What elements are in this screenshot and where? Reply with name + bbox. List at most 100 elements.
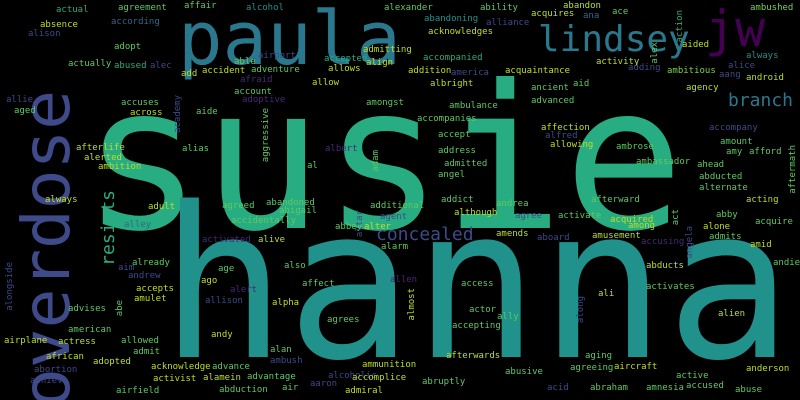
word-adult: adult	[148, 202, 176, 212]
word-alias: alias	[182, 144, 210, 154]
word-allow: allow	[312, 78, 340, 88]
word-ace: ace	[612, 7, 629, 17]
word-alice: alice	[728, 61, 756, 71]
word-ally: ally	[497, 312, 519, 322]
word-activates: activates	[646, 282, 695, 292]
word-almost: almost	[407, 288, 417, 321]
word-adam: adam	[371, 150, 381, 172]
word-aide: aide	[196, 107, 218, 117]
word-abducts: abducts	[646, 261, 684, 271]
word-academy: academy	[173, 95, 183, 133]
word-across: across	[130, 108, 163, 118]
word-amount: amount	[720, 137, 753, 147]
word-affect: affect	[302, 279, 335, 289]
word-ana: ana	[583, 11, 600, 21]
word-android: android	[746, 73, 784, 83]
word-alarm: alarm	[381, 242, 409, 252]
word-abandoning: abandoning	[424, 14, 479, 24]
word-albright: albright	[430, 79, 474, 89]
word-african: african	[46, 352, 84, 362]
word-aged: aged	[14, 106, 36, 116]
word-acquired: acquired	[610, 215, 654, 225]
word-paula: paula	[178, 0, 401, 82]
word-abby: abby	[716, 210, 738, 220]
word-ammunition: ammunition	[362, 360, 417, 370]
word-abigail: abigail	[279, 206, 317, 216]
word-ambitious: ambitious	[667, 66, 716, 76]
word-actual: actual	[56, 5, 89, 15]
word-ambassador: ambassador	[636, 157, 691, 167]
word-alliance: alliance	[486, 18, 530, 28]
word-actress: actress	[58, 337, 96, 347]
word-amulet: amulet	[134, 294, 167, 304]
word-acknowledges: acknowledges	[428, 27, 494, 37]
word-also: also	[284, 261, 306, 271]
word-although: although	[454, 208, 498, 218]
word-abducted: abducted	[699, 172, 743, 182]
word-advises: advises	[68, 304, 106, 314]
word-alec: alec	[150, 61, 172, 71]
word-accept: accept	[438, 130, 471, 140]
word-action: action	[675, 10, 685, 43]
word-address: address	[438, 146, 476, 156]
word-afterward: afterward	[591, 195, 640, 205]
word-alone: alone	[703, 222, 731, 232]
word-admit: admit	[133, 347, 161, 357]
word-abduction: abduction	[219, 385, 268, 395]
word-admits: admits	[709, 232, 742, 242]
word-al: al	[307, 161, 318, 171]
word-ali: ali	[598, 289, 615, 299]
word-alongside: alongside	[5, 262, 15, 311]
word-accidentally: accidentally	[231, 216, 297, 226]
word-active: active	[676, 371, 709, 381]
word-admiral: admiral	[345, 386, 383, 396]
word-airport: airport	[258, 51, 296, 61]
word-acting: acting	[746, 195, 779, 205]
word-alternate: alternate	[699, 183, 748, 193]
word-always2: always	[45, 195, 78, 205]
word-ambrose: ambrose	[616, 142, 654, 152]
word-additional: additional	[370, 201, 425, 211]
word-accepted: accepted	[324, 54, 368, 64]
word-alison: alison	[28, 29, 61, 39]
word-allison: allison	[205, 296, 243, 306]
word-america: america	[451, 68, 489, 78]
word-according: according	[111, 17, 160, 27]
word-air: air	[282, 383, 299, 393]
word-accepts: accepts	[136, 284, 174, 294]
word-ago: ago	[201, 276, 218, 286]
word-concealed: concealed	[376, 224, 474, 245]
word-accusing: accusing	[641, 237, 685, 247]
word-abraham: abraham	[590, 383, 628, 393]
word-acquaintance: acquaintance	[505, 66, 571, 76]
word-adoptive: adoptive	[242, 95, 286, 105]
word-accepting: accepting	[452, 321, 501, 331]
word-alerted: alerted	[84, 153, 122, 163]
word-align: align	[366, 58, 394, 68]
word-affection: affection	[541, 123, 590, 133]
word-agreed: agreed	[222, 201, 255, 211]
word-ambulance: ambulance	[449, 101, 498, 111]
word-alley: alley	[124, 220, 152, 230]
word-hanna: hanna	[160, 162, 793, 400]
word-amongst: amongst	[366, 98, 404, 108]
word-afterwards: afterwards	[446, 351, 501, 361]
word-afford: afford	[749, 147, 782, 157]
word-addict: addict	[441, 195, 474, 205]
word-agrees: agrees	[327, 315, 360, 325]
word-access: access	[461, 279, 494, 289]
word-accompany: accompany	[709, 123, 758, 133]
word-adding: adding	[628, 63, 661, 73]
word-aided: aided	[682, 40, 710, 50]
word-andrea: andrea	[496, 199, 529, 209]
word-activate: activate	[558, 211, 602, 221]
word-acquires: acquires	[531, 9, 575, 19]
word-accident: accident	[202, 66, 246, 76]
word-alan: alan	[270, 345, 292, 355]
word-alien: alien	[718, 309, 746, 319]
word-achieve: achieve	[30, 376, 68, 386]
word-allowing: allowing	[550, 140, 594, 150]
word-anderson: anderson	[746, 364, 790, 374]
word-alter: alter	[364, 222, 392, 232]
